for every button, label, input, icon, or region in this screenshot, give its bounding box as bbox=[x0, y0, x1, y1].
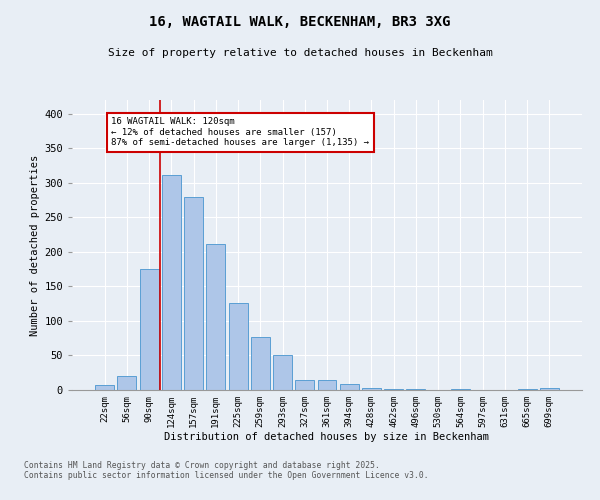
Bar bbox=[162, 176, 181, 390]
Bar bbox=[362, 388, 381, 390]
Bar bbox=[406, 388, 425, 390]
Bar bbox=[540, 388, 559, 390]
Text: Contains HM Land Registry data © Crown copyright and database right 2025.
Contai: Contains HM Land Registry data © Crown c… bbox=[24, 460, 428, 480]
Bar bbox=[317, 380, 337, 390]
Bar bbox=[118, 376, 136, 390]
Bar bbox=[251, 337, 270, 390]
Text: Size of property relative to detached houses in Beckenham: Size of property relative to detached ho… bbox=[107, 48, 493, 58]
Bar bbox=[273, 356, 292, 390]
Bar bbox=[295, 380, 314, 390]
Bar bbox=[206, 244, 225, 390]
Bar bbox=[140, 269, 158, 390]
Bar bbox=[95, 385, 114, 390]
Bar bbox=[184, 196, 203, 390]
Text: Distribution of detached houses by size in Beckenham: Distribution of detached houses by size … bbox=[164, 432, 490, 442]
Text: 16 WAGTAIL WALK: 120sqm
← 12% of detached houses are smaller (157)
87% of semi-d: 16 WAGTAIL WALK: 120sqm ← 12% of detache… bbox=[112, 118, 370, 147]
Y-axis label: Number of detached properties: Number of detached properties bbox=[30, 154, 40, 336]
Bar bbox=[229, 303, 248, 390]
Text: 16, WAGTAIL WALK, BECKENHAM, BR3 3XG: 16, WAGTAIL WALK, BECKENHAM, BR3 3XG bbox=[149, 15, 451, 29]
Bar bbox=[340, 384, 359, 390]
